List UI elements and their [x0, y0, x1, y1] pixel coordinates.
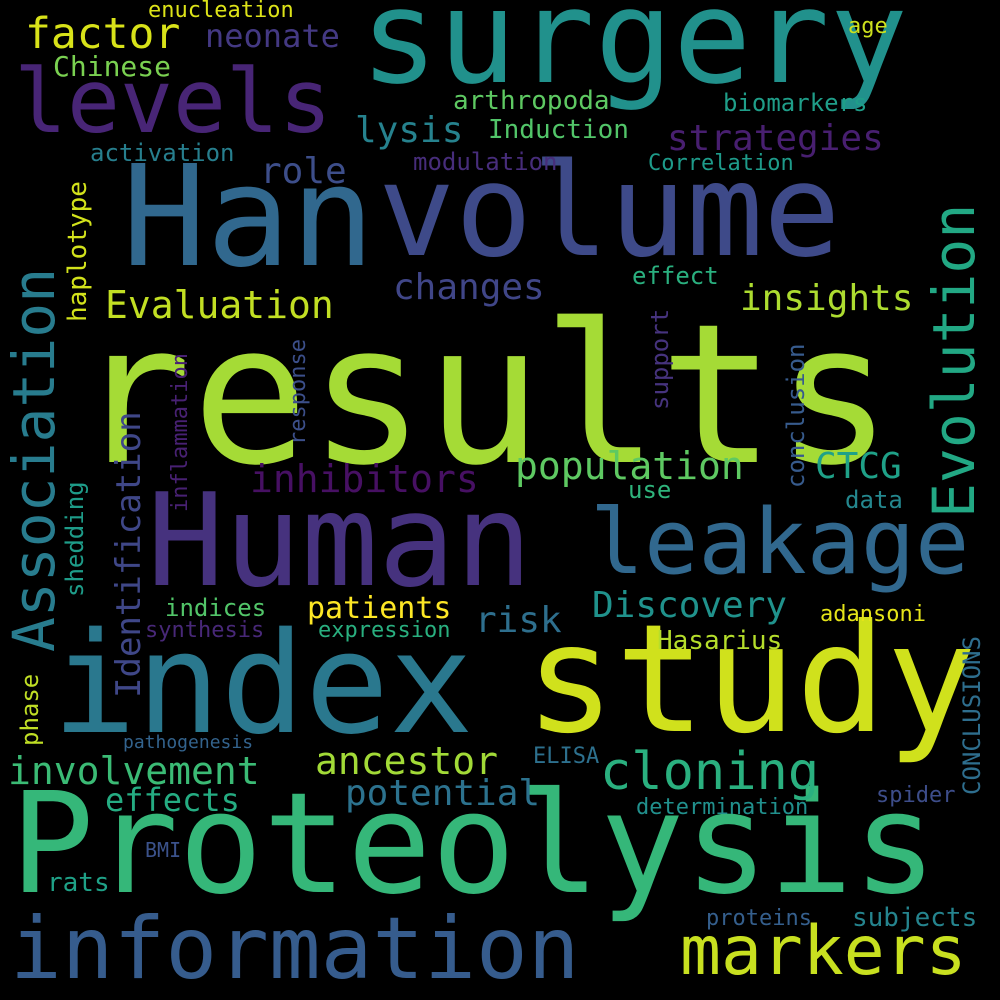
word-proteolysis: Proteolysis	[10, 763, 938, 926]
word-expression: expression	[318, 618, 451, 643]
word-discovery: Discovery	[592, 585, 788, 626]
word-bmi: BMI	[145, 838, 182, 862]
word-role: role	[260, 151, 347, 192]
word-hasarius: Hasarius	[657, 626, 783, 656]
word-use: use	[628, 476, 672, 504]
word-human: Human	[147, 467, 533, 616]
word-correlation: Correlation	[648, 151, 794, 176]
word-association: Association	[0, 267, 68, 652]
word-insights: insights	[740, 278, 914, 319]
word-information: information	[10, 899, 580, 999]
word-levels: levels	[14, 50, 332, 153]
word-ancestor: ancestor	[315, 739, 499, 783]
word-factor: factor	[25, 9, 181, 59]
word-induction: Induction	[488, 115, 629, 145]
word-data: data	[845, 486, 903, 514]
word-volume: volume	[378, 137, 841, 286]
word-pathogenesis: pathogenesis	[123, 732, 254, 753]
word-phase: phase	[16, 673, 44, 746]
word-enucleation: enucleation	[148, 0, 294, 23]
word-leakage: leakage	[590, 490, 970, 595]
word-markers: markers	[680, 912, 967, 991]
word-identification: Identification	[109, 411, 149, 698]
word-elisa: ELISA	[533, 744, 600, 769]
word-surgery: surgery	[360, 0, 908, 113]
word-evaluation: Evaluation	[105, 283, 334, 327]
word-inhibitors: inhibitors	[250, 457, 479, 501]
word-effect: effect	[632, 262, 719, 290]
word-haplotype: haplotype	[63, 181, 93, 322]
word-potential: potential	[345, 773, 541, 814]
word-determination: determination	[636, 795, 809, 820]
word-shedding: shedding	[61, 481, 89, 597]
word-biomarkers: biomarkers	[723, 89, 868, 117]
word-han: Han	[122, 136, 375, 299]
word-conclusion: conclusion	[782, 343, 810, 489]
word-adansoni: adansoni	[820, 602, 926, 627]
word-lysis: lysis	[355, 110, 464, 151]
word-involvement: involvement	[8, 749, 260, 793]
word-activation: activation	[90, 139, 235, 167]
word-changes: changes	[393, 267, 545, 308]
word-subjects: subjects	[852, 903, 978, 933]
word-chinese: Chinese	[53, 50, 172, 83]
word-cloning: cloning	[600, 742, 820, 802]
word-inflammation: inflammation	[168, 353, 193, 512]
word-study: study	[525, 593, 977, 767]
word-population: population	[515, 444, 744, 488]
word-arthropoda: arthropoda	[453, 86, 610, 116]
word-evolution: Evolution	[920, 203, 988, 518]
word-response: response	[286, 339, 311, 445]
word-proteins: proteins	[706, 906, 812, 931]
word-conclusions: CONCLUSIONS	[958, 636, 986, 795]
word-ctcg: CTCG	[815, 446, 902, 487]
word-neonate: neonate	[205, 17, 340, 55]
word-indices: indices	[165, 594, 267, 622]
word-effects: effects	[105, 781, 240, 819]
word-synthesis: synthesis	[145, 618, 265, 643]
word-patients: patients	[307, 591, 452, 626]
word-rats: rats	[47, 868, 110, 898]
word-strategies: strategies	[667, 118, 884, 159]
word-age: age	[848, 14, 888, 39]
word-spider: spider	[876, 783, 956, 808]
word-index: index	[52, 603, 474, 766]
word-risk: risk	[475, 600, 562, 641]
word-modulation: modulation	[413, 148, 558, 176]
word-support: support	[646, 308, 674, 410]
word-results: results	[75, 282, 893, 508]
